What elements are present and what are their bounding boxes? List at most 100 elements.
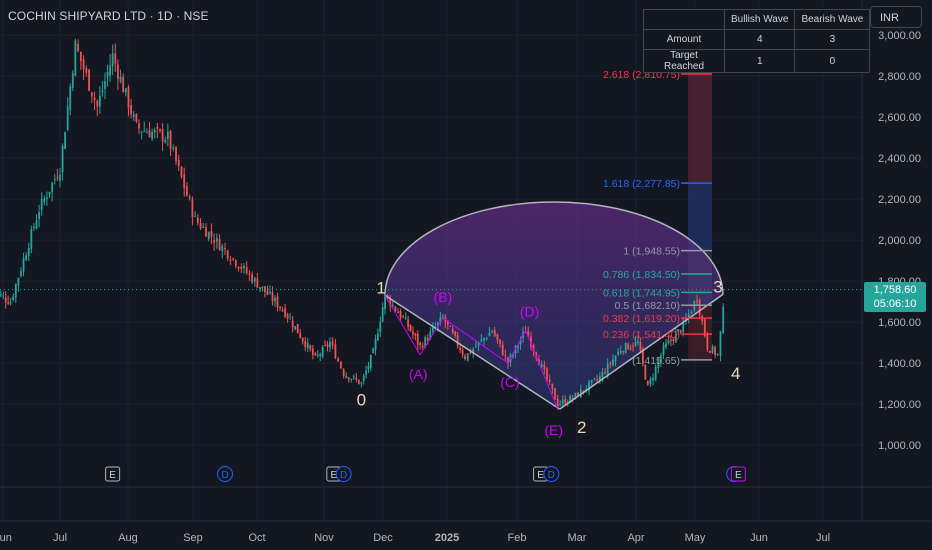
candle-body — [670, 339, 672, 341]
candle-body — [153, 130, 156, 133]
candle-body — [234, 260, 237, 267]
candle-body — [130, 105, 133, 115]
candle-body — [606, 363, 609, 375]
candle-body — [569, 396, 572, 403]
candle-body — [379, 321, 382, 332]
candle-body — [654, 366, 657, 380]
dividend-marker[interactable] — [543, 466, 560, 482]
candle-body — [337, 358, 340, 362]
candle-body — [135, 114, 138, 122]
stats-cell-bearish: 0 — [794, 49, 871, 73]
candle-body — [554, 388, 556, 400]
candle-body — [138, 123, 140, 129]
candle-body — [156, 126, 159, 129]
candle-body — [117, 64, 119, 79]
abc-wave-label: (B) — [434, 289, 453, 305]
candle-body — [488, 332, 491, 337]
candle-body — [609, 363, 612, 365]
abc-wave-label: (C) — [500, 374, 519, 390]
earnings-marker[interactable] — [105, 466, 121, 482]
time-axis-label: Oct — [248, 532, 265, 544]
candle-body — [634, 341, 637, 346]
currency-button[interactable]: INR — [870, 6, 922, 28]
price-axis-label: 1,000.00 — [878, 440, 921, 452]
wave-number-label: 0 — [357, 391, 366, 410]
candle-body — [711, 346, 714, 353]
candle-body — [191, 199, 194, 217]
candle-body — [232, 258, 235, 260]
candle-body — [210, 231, 213, 238]
candle-body — [17, 277, 20, 286]
abc-wave-label: (A) — [409, 366, 428, 382]
time-axis-label: Mar — [568, 532, 587, 544]
candle-body — [20, 270, 22, 276]
stats-row-target: Target Reached 1 0 — [643, 49, 871, 73]
candle-body — [221, 246, 224, 251]
earnings-marker[interactable] — [730, 466, 746, 482]
candle-body — [347, 377, 350, 380]
candle-body — [682, 321, 685, 332]
dividend-marker-label: D — [340, 470, 347, 481]
candle-body — [25, 255, 28, 261]
candle-body — [183, 174, 186, 189]
candle-body — [46, 197, 48, 200]
wave-number-label: 3 — [713, 277, 722, 296]
candle-body — [253, 278, 256, 282]
candle-body — [124, 88, 127, 93]
stats-cell-bearish: 3 — [794, 29, 871, 50]
dividend-marker[interactable] — [335, 466, 352, 482]
last-price-value: 1,758.60 — [873, 284, 917, 296]
candle-body — [472, 349, 475, 353]
candle-body — [296, 323, 299, 334]
fib-band-red — [688, 73, 712, 184]
candle-body — [431, 327, 434, 332]
time-axis-label: Dec — [373, 532, 393, 544]
candle-body — [207, 232, 210, 239]
candle-body — [74, 40, 77, 77]
wave-number-label: 1 — [376, 278, 385, 297]
candle-body — [407, 319, 410, 327]
candle-body — [483, 338, 485, 341]
candle-body — [517, 345, 519, 348]
candle-body — [639, 341, 642, 351]
candle-body — [540, 364, 543, 367]
time-axis-label: Jun — [750, 532, 768, 544]
candle-body — [48, 191, 51, 195]
time-axis-label: Feb — [508, 532, 527, 544]
candle-body — [284, 308, 286, 317]
candle-body — [421, 345, 424, 348]
candle-body — [629, 347, 632, 349]
candle-body — [512, 354, 514, 357]
candle-body — [148, 130, 151, 138]
candle-body — [251, 274, 254, 283]
price-axis-label: 1,600.00 — [878, 317, 921, 329]
candle-body — [69, 86, 72, 110]
candle-body — [143, 130, 146, 132]
candle-body — [14, 284, 17, 298]
candle-body — [367, 365, 370, 370]
candle-body — [12, 296, 15, 300]
candle-body — [321, 346, 324, 357]
candle-body — [722, 306, 725, 333]
fib-level-label: (1,415.65) — [632, 355, 680, 367]
candle-body — [90, 92, 93, 97]
candle-body — [391, 304, 394, 306]
candle-body — [286, 314, 289, 319]
candle-body — [377, 333, 379, 341]
candle-body — [662, 344, 665, 355]
time-axis-label: Nov — [314, 532, 334, 544]
dividend-marker[interactable] — [217, 466, 233, 482]
candle-body — [243, 265, 245, 269]
candle-body — [226, 250, 229, 259]
symbol-title: COCHIN SHIPYARD LTD · 1D · NSE — [8, 9, 209, 23]
candle-body — [564, 398, 567, 404]
candle-body — [140, 131, 143, 133]
candle-body — [224, 248, 226, 250]
abc-wave-line — [384, 295, 421, 356]
candle-body — [66, 106, 69, 130]
price-axis-label: 2,600.00 — [878, 112, 921, 124]
candle-body — [291, 320, 294, 327]
candle-body — [397, 311, 399, 314]
candle-body — [61, 145, 64, 173]
